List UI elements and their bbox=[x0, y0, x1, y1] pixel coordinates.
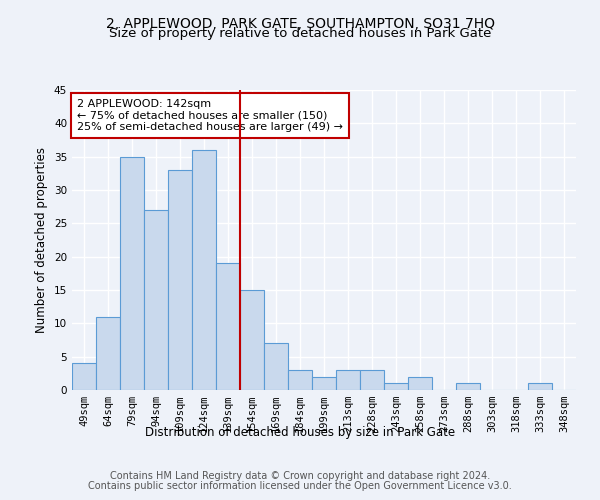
Text: 2 APPLEWOOD: 142sqm
← 75% of detached houses are smaller (150)
25% of semi-detac: 2 APPLEWOOD: 142sqm ← 75% of detached ho… bbox=[77, 99, 343, 132]
Text: Distribution of detached houses by size in Park Gate: Distribution of detached houses by size … bbox=[145, 426, 455, 439]
Y-axis label: Number of detached properties: Number of detached properties bbox=[35, 147, 49, 333]
Bar bbox=[456, 384, 480, 390]
Bar bbox=[312, 376, 336, 390]
Bar bbox=[384, 384, 408, 390]
Text: Contains HM Land Registry data © Crown copyright and database right 2024.: Contains HM Land Registry data © Crown c… bbox=[110, 471, 490, 481]
Bar bbox=[528, 384, 552, 390]
Bar bbox=[72, 364, 96, 390]
Text: Size of property relative to detached houses in Park Gate: Size of property relative to detached ho… bbox=[109, 28, 491, 40]
Bar bbox=[336, 370, 360, 390]
Text: Contains public sector information licensed under the Open Government Licence v3: Contains public sector information licen… bbox=[88, 481, 512, 491]
Bar bbox=[360, 370, 384, 390]
Bar bbox=[240, 290, 264, 390]
Text: 2, APPLEWOOD, PARK GATE, SOUTHAMPTON, SO31 7HQ: 2, APPLEWOOD, PARK GATE, SOUTHAMPTON, SO… bbox=[106, 18, 494, 32]
Bar bbox=[144, 210, 168, 390]
Bar bbox=[288, 370, 312, 390]
Bar bbox=[168, 170, 192, 390]
Bar bbox=[408, 376, 432, 390]
Bar bbox=[192, 150, 216, 390]
Bar bbox=[120, 156, 144, 390]
Bar bbox=[264, 344, 288, 390]
Bar bbox=[96, 316, 120, 390]
Bar bbox=[216, 264, 240, 390]
